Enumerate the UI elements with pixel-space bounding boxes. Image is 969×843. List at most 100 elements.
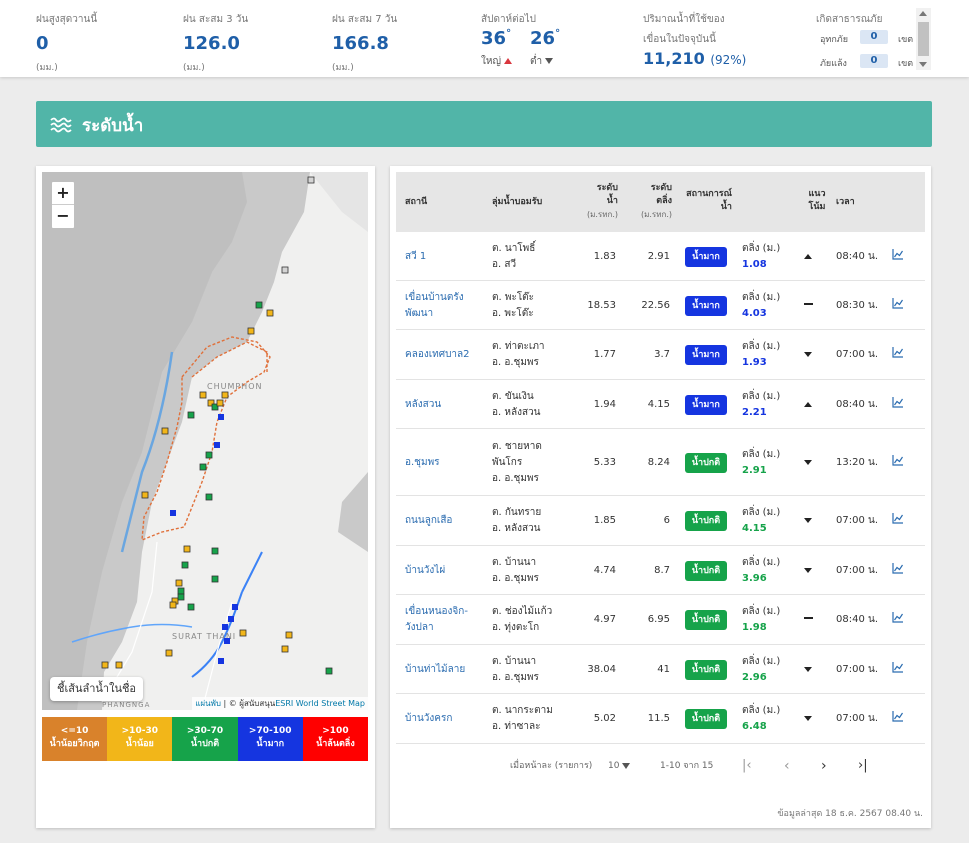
- stat-rain-7day: ฝน สะสม 7 วัน 166.8 (มม.): [332, 12, 397, 74]
- trend-down-icon: [804, 666, 812, 672]
- stat-rain-3day: ฝน สะสม 3 วัน 126.0 (มม.): [183, 12, 248, 74]
- table-row[interactable]: สวี 1 ต. นาโพธิ์ อ. สวี 1.83 2.91 น้ำมาก ตลิ่ง…: [396, 232, 925, 281]
- map-canvas[interactable]: CHUMPHON SURAT THANI PHANGNGA: [42, 172, 368, 710]
- station-name[interactable]: หลังสวน: [405, 398, 442, 410]
- water-level-value: 4.97: [593, 614, 616, 625]
- prev-page-icon[interactable]: ‹: [784, 758, 790, 774]
- table-row[interactable]: บ้านวังครก ต. นากระตาม อ. ท่าซาละ 5.02 11.5 น…: [396, 694, 925, 744]
- attribution-leaflet-link[interactable]: แผ่นพับ: [195, 699, 221, 708]
- station-location: ต. บ้านนา อ. อ.ชุมพร: [492, 655, 539, 683]
- header-location[interactable]: ลุ่มน้ำบอมรับ: [492, 197, 543, 207]
- line-chart-icon[interactable]: [892, 562, 904, 574]
- table-row[interactable]: หลังสวน ต. ขันเงิน อ. หลังสวน 1.94 4.15 น้ำมา…: [396, 380, 925, 429]
- attribution-esri-link[interactable]: ESRI World Street Map: [275, 699, 365, 708]
- line-chart-icon[interactable]: [892, 248, 904, 260]
- water-level-value: 5.02: [593, 713, 616, 724]
- header-trend[interactable]: แนว โน้ม: [808, 189, 826, 212]
- rows-per-page-select[interactable]: 10: [608, 756, 631, 776]
- line-chart-icon[interactable]: [892, 346, 904, 358]
- bank-level-value: 8.24: [647, 456, 670, 468]
- chevron-down-icon[interactable]: [622, 762, 631, 769]
- temperature-high: 36°: [481, 28, 512, 49]
- station-name[interactable]: สวี 1: [405, 250, 427, 262]
- last-page-icon[interactable]: ›|: [858, 758, 868, 773]
- station-name[interactable]: บ้านท่าไม้ลาย: [405, 663, 466, 675]
- station-location: ต. นากระตาม อ. ท่าซาละ: [492, 705, 553, 732]
- station-name[interactable]: บ้านวังครก: [405, 713, 453, 724]
- rows-per-page-label: เมื่อหน้าละ (รายการ): [510, 761, 593, 771]
- update-time: 08:30 น.: [836, 299, 879, 311]
- update-time: 07:00 น.: [836, 515, 879, 526]
- water-level-value: 4.74: [593, 564, 616, 576]
- station-name[interactable]: เขื่อนบ้านตรัง พัฒนา: [405, 291, 464, 319]
- zoom-in-button[interactable]: +: [52, 182, 74, 205]
- scroll-thumb[interactable]: [918, 22, 929, 56]
- trend-down-icon: [804, 518, 812, 523]
- stat-label: ฝน สะสม 7 วัน: [332, 14, 398, 25]
- arrow-up-icon: [504, 58, 512, 64]
- last-updated: ข้อมูลล่าสุด 18 ธ.ค. 2567 08.40 น.: [777, 809, 923, 819]
- first-page-icon[interactable]: |‹: [742, 758, 752, 773]
- bank-level-value: 41: [657, 663, 670, 675]
- header-station[interactable]: สถานี: [405, 197, 428, 207]
- trend-down-icon: [804, 567, 812, 573]
- table-row[interactable]: อ.ชุมพร ต. ชายหาด พันโกร อ. อ.ชุมพร 5.33 8.24…: [396, 429, 925, 496]
- trend-down-icon: [804, 352, 812, 357]
- line-chart-icon[interactable]: [892, 297, 904, 309]
- map-label-surat: SURAT THANI: [172, 632, 236, 641]
- line-chart-icon[interactable]: [892, 661, 904, 673]
- zoom-out-button[interactable]: −: [56, 206, 70, 225]
- header-time[interactable]: เวลา: [836, 197, 855, 207]
- station-location: ต. นาโพธิ์ อ. สวี: [492, 242, 536, 270]
- dam-value: 11,210 (92%): [643, 49, 747, 68]
- header-bank-level[interactable]: ระดับ ตลิ่ง (ม.รทก.): [640, 183, 672, 219]
- map-label-chumphon: CHUMPHON: [207, 382, 262, 391]
- table-row[interactable]: บ้านวังไผ่ ต. บ้านนา อ. อ.ชุมพร 4.74 8.7 น้ำป…: [396, 546, 925, 595]
- legend-critical-low: <=10 น้ำน้อยวิกฤต: [42, 717, 108, 761]
- water-level-value: 5.33: [593, 456, 616, 468]
- table-row[interactable]: คลองเทศบาล2 ต. ท่าตะเภา อ. อ.ชุมพร 1.77 3.7 น…: [396, 330, 925, 380]
- stats-scrollbar[interactable]: [916, 8, 931, 70]
- station-name[interactable]: เขื่อนหนองจิก- วังปลา: [405, 606, 468, 633]
- bank-diff: ตลิ่ง (ม.) 4.15: [742, 507, 781, 534]
- dam-label-1: ปริมาณน้ำที่ใช้ของ: [643, 14, 725, 25]
- stat-label: ฝนสูงสุดวานนี้: [36, 14, 98, 25]
- header-status[interactable]: สถานการณ์ น้ำ: [686, 189, 732, 212]
- station-name[interactable]: คลองเทศบาล2: [405, 349, 470, 360]
- water-level-value: 18.53: [587, 299, 616, 311]
- station-name[interactable]: ถนนลูกเสือ: [405, 515, 453, 526]
- table-row[interactable]: เขื่อนบ้านตรัง พัฒนา ต. พะโต๊ะ อ. พะโต๊ะ 18.…: [396, 281, 925, 330]
- section-banner: ระดับน้ำ: [36, 101, 932, 147]
- station-location: ต. ช่องไม้แก้ว อ. ทุ่งตะโก: [492, 606, 553, 633]
- line-chart-icon[interactable]: [892, 611, 904, 623]
- scroll-up-icon[interactable]: [919, 11, 927, 16]
- status-badge: น้ำปกติ: [685, 610, 727, 630]
- table-row[interactable]: ถนนลูกเสือ ต. กันทราย อ. หลังสวน 1.85 6 น้ำปก…: [396, 496, 925, 546]
- table-row[interactable]: บ้านท่าไม้ลาย ต. บ้านนา อ. อ.ชุมพร 38.04 41 น…: [396, 645, 925, 694]
- river-names-toggle[interactable]: ชี้เส้นลำน้ำในชื่อ: [50, 677, 144, 701]
- stat-disaster: เกิดสาธารณภัย อุทกภัย 0 เขต ภัยแล้ง 0 เข…: [816, 12, 916, 69]
- station-name[interactable]: อ.ชุมพร: [405, 456, 440, 468]
- station-name[interactable]: บ้านวังไผ่: [405, 564, 446, 576]
- next-page-icon[interactable]: ›: [821, 758, 827, 774]
- line-chart-icon[interactable]: [892, 710, 904, 722]
- bank-level-value: 6: [663, 515, 670, 526]
- status-badge: น้ำมาก: [685, 295, 727, 316]
- station-location: ต. พะโต๊ะ อ. พะโต๊ะ: [492, 291, 535, 319]
- header-water-level[interactable]: ระดับ น้ำ (ม.รทก.): [586, 183, 618, 219]
- station-location: ต. ชายหาด พันโกร อ. อ.ชุมพร: [492, 440, 542, 484]
- station-map[interactable]: CHUMPHON SURAT THANI PHANGNGA: [42, 172, 368, 710]
- table-row[interactable]: เขื่อนหนองจิก- วังปลา ต. ช่องไม้แก้ว อ. ทุ่…: [396, 595, 925, 645]
- bank-level-value: 6.95: [647, 614, 670, 625]
- line-chart-icon[interactable]: [892, 454, 904, 466]
- line-chart-icon[interactable]: [892, 512, 904, 524]
- update-time: 07:00 น.: [836, 564, 879, 576]
- scroll-down-icon[interactable]: [919, 62, 927, 67]
- line-chart-icon[interactable]: [892, 396, 904, 408]
- water-wave-icon: [50, 117, 72, 133]
- water-level-table-card: สถานี ลุ่มน้ำบอมรับ ระดับ น้ำ (ม.รทก.) ระด…: [390, 166, 931, 828]
- status-badge: น้ำปกติ: [685, 511, 727, 531]
- station-markers[interactable]: [101, 176, 333, 675]
- table-pager: เมื่อหน้าละ (รายการ) 10 1-10 จาก 15 |‹ ‹…: [396, 756, 925, 776]
- legend-normal: >30-70 น้ำปกติ: [172, 717, 238, 761]
